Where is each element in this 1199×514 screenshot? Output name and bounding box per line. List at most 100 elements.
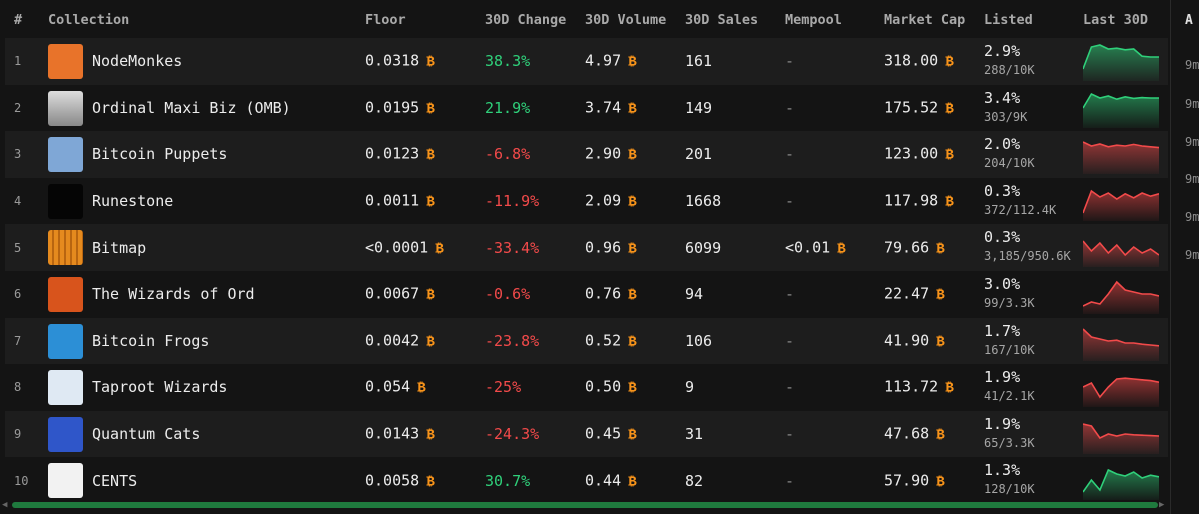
sales-cell: 161 <box>685 52 713 71</box>
table-row[interactable]: 10 CENTS 0.0058 ₿ 30.7% 0.44 ₿ 82 - 57.90 ₿ 1.3% 128… <box>5 457 1168 504</box>
mempool-cell: - <box>785 472 794 490</box>
bitcoin-icon: ₿ <box>628 53 637 70</box>
bitcoin-icon: ₿ <box>426 426 435 443</box>
header-rank[interactable]: # <box>14 12 23 28</box>
collection-name-link[interactable]: Runestone <box>92 192 174 211</box>
bitcoin-icon: ₿ <box>628 286 637 303</box>
market-cap-value: 41.90 <box>884 331 930 350</box>
sparkline-chart <box>1083 141 1159 175</box>
floor-value: 0.0042 <box>365 331 420 350</box>
mempool-cell: - <box>785 285 794 303</box>
cents-icon[interactable] <box>48 463 83 499</box>
table-row[interactable]: 8 Taproot Wizards 0.054 ₿ -25% 0.50 ₿ 9 - 113.72 ₿… <box>5 364 1168 411</box>
nodemonkes-icon[interactable] <box>48 44 83 79</box>
sparkline-chart <box>1083 240 1159 268</box>
market-cap-cell: 79.66 ₿ <box>884 238 945 257</box>
volume-cell: 4.97 ₿ <box>585 52 637 71</box>
mempool-cell: - <box>785 378 794 396</box>
collection-name-link[interactable]: NodeMonkes <box>92 52 183 71</box>
volume-value: 2.90 <box>585 144 622 163</box>
table-row[interactable]: 4 Runestone 0.0011 ₿ -11.9% 2.09 ₿ 1668 - 117.98 ₿… <box>5 177 1168 225</box>
quantum-cats-icon[interactable] <box>48 416 83 452</box>
wizards-icon[interactable] <box>48 276 83 312</box>
header-floor[interactable]: Floor <box>365 12 406 28</box>
header-mempool[interactable]: Mempool <box>785 12 842 28</box>
floor-value: 0.0143 <box>365 424 420 443</box>
mempool-cell: - <box>785 145 794 163</box>
rank-cell: 5 <box>14 240 22 255</box>
table-row[interactable]: 3 Bitcoin Puppets 0.0123 ₿ -6.8% 2.90 ₿ 201 - 123… <box>5 131 1168 178</box>
scroll-right-arrow-icon[interactable]: ▶ <box>1159 500 1165 510</box>
table-row[interactable]: 9 Quantum Cats 0.0143 ₿ -24.3% 0.45 ₿ 31 - 47.68 ₿… <box>5 410 1168 458</box>
table-row[interactable]: 2 Ordinal Maxi Biz (OMB) 0.0195 ₿ 21.9% 3.74 ₿… <box>5 84 1168 132</box>
rank-cell: 8 <box>14 380 22 395</box>
listed-count: 3,185/950.6K <box>984 249 1071 264</box>
bitcoin-icon: ₿ <box>426 193 435 210</box>
sparkline-line <box>1083 327 1159 347</box>
market-cap-value: 117.98 <box>884 191 939 210</box>
mempool-value: <0.01 <box>785 238 831 257</box>
listed-cell: 1.3% 128/10K <box>984 461 1035 498</box>
table-body: 1 NodeMonkes 0.0318 ₿ 38.3% 4.97 ₿ 161-318.00 ₿ 2… <box>5 38 1168 504</box>
header-listed[interactable]: Listed <box>984 12 1033 28</box>
collection-name-link[interactable]: Quantum Cats <box>92 425 201 444</box>
collection-name-link[interactable]: Taproot Wizards <box>92 378 228 397</box>
listed-count: 167/10K <box>984 342 1035 357</box>
collection-name-link[interactable]: The Wizards of Ord <box>92 285 255 304</box>
sparkline-area <box>1083 378 1159 408</box>
listed-percent: 1.9% <box>984 368 1021 387</box>
table-row[interactable]: 6 The Wizards of Ord 0.0067 ₿ -0.6% 0.76 ₿ 94 - 2… <box>5 270 1168 318</box>
collection-name-link[interactable]: Bitcoin Frogs <box>92 331 210 350</box>
table-row[interactable]: 5 Bitmap <0.0001 ₿ -33.4% 0.96 ₿ 6099 <0.01 ₿ 79.6… <box>5 224 1168 271</box>
listed-count: 65/3.3K <box>984 435 1035 450</box>
collection-name-link[interactable]: CENTS <box>92 471 138 490</box>
market-cap-cell: 41.90 ₿ <box>884 331 945 350</box>
change-cell: -11.9% <box>485 192 540 211</box>
sparkline-area <box>1083 45 1159 81</box>
collection-name-link[interactable]: Bitcoin Puppets <box>92 145 228 164</box>
bitmap-icon[interactable] <box>48 230 83 266</box>
mempool-cell: <0.01 ₿ <box>785 238 846 257</box>
scrollbar-thumb[interactable] <box>12 502 1158 508</box>
sparkline-chart <box>1083 189 1159 221</box>
header-30d-volume[interactable]: 30D Volume <box>585 12 667 28</box>
side-panel: A 9m 9m 9m 9m 9m 9m <box>1170 0 1199 514</box>
floor-cell: <0.0001 ₿ <box>365 238 444 257</box>
side-panel-item: 9m <box>1185 210 1199 224</box>
sparkline-area <box>1083 328 1159 361</box>
change-cell: -23.8% <box>485 331 540 350</box>
change-cell: -0.6% <box>485 285 531 304</box>
collection-name-link[interactable]: Ordinal Maxi Biz (OMB) <box>92 98 291 117</box>
mempool-value: - <box>785 471 795 490</box>
bitcoin-icon: ₿ <box>426 333 435 350</box>
runestone-icon[interactable] <box>48 183 83 219</box>
sparkline-line <box>1083 240 1159 257</box>
table-row[interactable]: 1 NodeMonkes 0.0318 ₿ 38.3% 4.97 ₿ 161 - 318.00 ₿ 2… <box>5 38 1168 85</box>
volume-value: 0.76 <box>585 284 622 303</box>
floor-cell: 0.0042 ₿ <box>365 331 435 350</box>
header-30d-sales[interactable]: 30D Sales <box>685 12 759 28</box>
taproot-icon[interactable] <box>48 370 83 406</box>
frogs-icon[interactable] <box>48 323 83 359</box>
sales-cell: 149 <box>685 98 713 117</box>
header-collection[interactable]: Collection <box>48 12 130 28</box>
mempool-cell: - <box>785 425 794 443</box>
sparkline-line <box>1083 422 1159 439</box>
collection-name-link[interactable]: Bitmap <box>92 238 147 257</box>
side-panel-item: 9m <box>1185 97 1199 111</box>
listed-count: 288/10K <box>984 63 1035 77</box>
floor-value: 0.0123 <box>365 144 420 163</box>
omb-icon[interactable] <box>48 90 83 126</box>
table-row[interactable]: 7 Bitcoin Frogs 0.0042 ₿ -23.8% 0.52 ₿ 106 - 41.9… <box>5 317 1168 365</box>
volume-cell: 3.74 ₿ <box>585 98 637 117</box>
scroll-left-arrow-icon[interactable]: ◀ <box>2 500 8 510</box>
volume-cell: 0.44 ₿ <box>585 471 637 490</box>
puppets-icon[interactable] <box>48 137 83 173</box>
floor-cell: 0.0143 ₿ <box>365 425 435 444</box>
floor-value: 0.0011 <box>365 191 420 210</box>
header-last-30d: Last 30D <box>1083 12 1149 28</box>
header-market-cap[interactable]: Market Cap <box>884 12 966 28</box>
header-30d-change[interactable]: 30D Change <box>485 12 567 28</box>
floor-cell: 0.0011 ₿ <box>365 192 435 211</box>
market-cap-cell: 57.90 ₿ <box>884 471 945 490</box>
